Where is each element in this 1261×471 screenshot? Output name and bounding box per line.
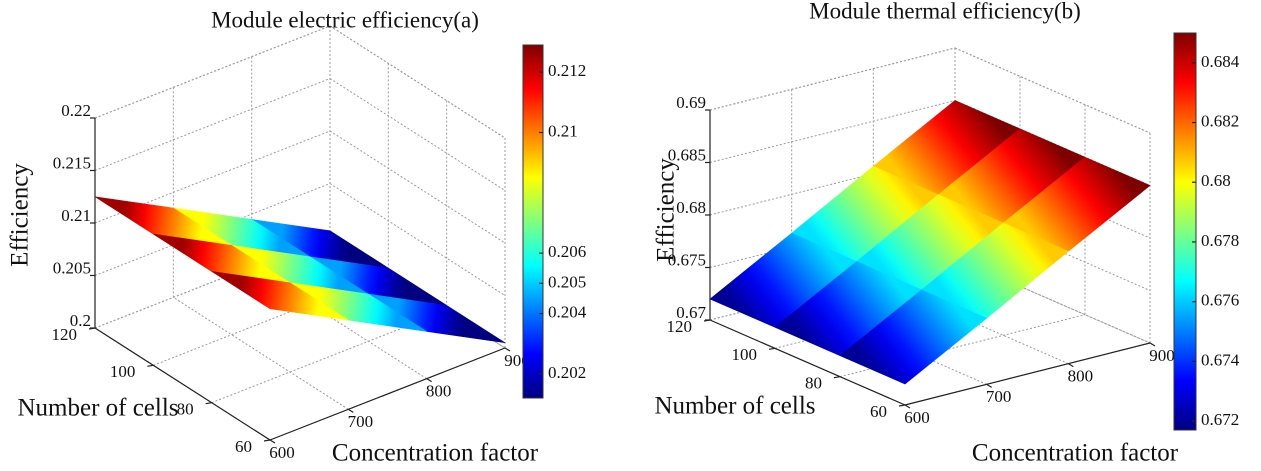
x-tick [986,383,992,388]
x-tick-label: 800 [1068,367,1094,386]
grid-line [329,130,506,244]
y-axis-label: Number of cells [654,393,815,420]
z-tick-label: 0.205 [53,258,91,277]
y-tick [833,376,841,379]
colorbar-tick-label: 0.212 [548,61,586,80]
x-tick [1149,342,1156,347]
grid-line [329,183,506,296]
z-tick-label: 0.69 [676,93,706,112]
colorbar-tick-label: 0.684 [1201,52,1240,71]
z-axis-label: Efficiency [7,163,34,267]
x-tick [1068,363,1074,368]
x-axis [904,342,1151,406]
grid-line [954,152,1151,239]
y-tick-label: 60 [870,402,887,421]
z-tick-label: 0.68 [676,198,706,217]
chart-title: Module electric efficiency(a) [211,7,479,32]
colorbar-tick-label: 0.676 [1201,291,1239,310]
y-tick [205,402,212,405]
surface-patch [839,289,988,385]
colorbar [1173,32,1197,431]
colorbar-tick-label: 0.21 [548,121,578,140]
x-tick [504,347,511,352]
grid-line [709,47,956,111]
y-axis [94,327,271,441]
chart-title: Module thermal efficiency(b) [809,0,1081,23]
grid-line [329,78,506,191]
y-tick [263,439,271,442]
y-tick-label: 120 [667,317,693,336]
y-axis-label: Number of cells [17,395,178,422]
z-tick-label: 0.2 [70,311,91,330]
y-tick [768,347,776,350]
z-tick-label: 0.675 [668,250,706,269]
x-tick [426,378,432,383]
x-tick-label: 600 [269,443,295,462]
colorbar-tick-label: 0.682 [1201,111,1239,130]
colorbar-tick-label: 0.204 [548,302,587,321]
grid-line [329,25,506,139]
y-tick-label: 100 [110,362,136,381]
z-tick-label: 0.67 [676,303,706,322]
y-tick-label: 60 [235,437,252,456]
colorbar-tick-label: 0.68 [1201,171,1231,190]
y-tick-label: 120 [52,325,78,344]
colorbar-tick-label: 0.202 [548,363,586,382]
colorbar-tick-label: 0.672 [1201,410,1239,429]
x-tick-label: 800 [426,382,452,401]
x-axis-label: Concentration factor [332,440,539,467]
x-tick-label: 700 [348,412,374,431]
grid-line [954,257,1151,344]
z-tick-label: 0.21 [61,206,91,225]
colorbar-tick-label: 0.678 [1201,231,1239,250]
grid-line [954,205,1151,291]
grid-line [173,296,349,410]
y-tick-label: 100 [732,345,758,364]
colorbar-tick-label: 0.206 [548,242,586,261]
x-tick [269,439,276,444]
colorbar [522,44,544,399]
surface-patch [211,271,349,321]
y-axis [709,319,906,406]
grid-line [94,25,331,119]
x-tick-label: 900 [1149,346,1175,365]
x-tick-label: 600 [904,408,930,427]
grid-line [954,47,1151,134]
x-tick-label: 700 [986,387,1012,406]
z-tick-label: 0.22 [61,101,91,120]
z-tick-label: 0.685 [668,145,706,164]
z-tick-label: 0.215 [53,153,91,172]
y-tick [898,404,906,407]
x-tick [904,404,911,409]
grid-line [94,78,331,171]
x-axis [269,347,506,441]
y-tick-label: 80 [177,400,194,419]
z-axis-label: Efficiency [653,158,680,262]
y-tick-label: 80 [805,374,822,393]
x-tick [348,408,354,413]
x-axis-label: Concentration factor [972,440,1179,467]
y-tick [147,364,154,367]
colorbar-tick-label: 0.674 [1201,350,1240,369]
colorbar-tick-label: 0.205 [548,272,586,291]
